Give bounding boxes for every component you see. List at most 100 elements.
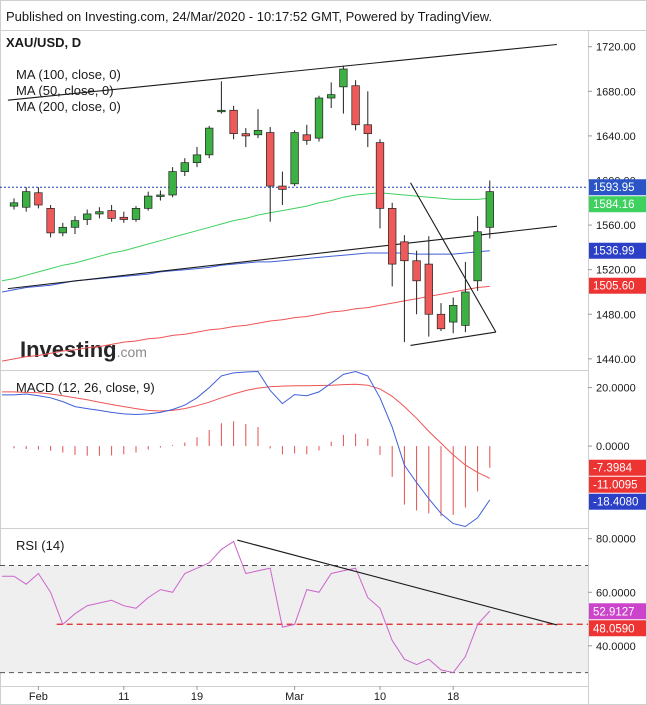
candle-body — [180, 162, 189, 172]
price-value-label: 1536.99 — [593, 246, 635, 258]
candle — [107, 205, 116, 222]
price-tick-label: 1720.00 — [596, 42, 636, 54]
macd-tick-label: 0.0000 — [596, 441, 630, 453]
macd-line — [2, 370, 491, 528]
candle-body — [83, 213, 92, 220]
candle-body — [217, 109, 226, 113]
rsi-value-label-bg — [589, 620, 646, 637]
candle-body — [46, 208, 55, 234]
candle-body — [351, 85, 360, 126]
time-tick-label: 19 — [191, 691, 203, 703]
candle-body — [278, 185, 287, 190]
candle-body — [156, 194, 165, 197]
candle — [461, 261, 470, 333]
rsi-tick-label: 80.0000 — [596, 534, 636, 546]
candle-body — [449, 304, 458, 323]
rsi-trendline — [237, 539, 558, 626]
macd-value-label: -18.4080 — [593, 497, 638, 509]
price-value-label-bg — [589, 196, 646, 213]
candle-body — [58, 226, 67, 234]
macd-value-label-bg — [589, 493, 646, 510]
candle — [388, 202, 397, 287]
candle-body — [205, 127, 214, 156]
candle — [119, 211, 128, 223]
candle-body — [9, 202, 19, 207]
candle — [302, 124, 311, 145]
candle — [314, 95, 324, 142]
ma-legend-item: MA (100, close, 0) — [16, 67, 121, 82]
candle — [363, 91, 372, 148]
candle-body — [229, 109, 238, 135]
macd-title: MACD (12, 26, close, 9) — [16, 380, 155, 395]
candle — [156, 190, 165, 201]
rsi-tick-label: 60.0000 — [596, 587, 636, 599]
macd-value-label-bg — [589, 476, 646, 493]
price-value-label-bg — [589, 179, 646, 196]
candle-body — [253, 129, 263, 136]
watermark-brand: Investing — [20, 337, 117, 362]
time-tick-label: Mar — [285, 691, 304, 703]
candle-body — [436, 313, 446, 330]
rsi-band-fill — [0, 565, 588, 673]
candle-body — [388, 208, 397, 265]
candle-body — [241, 133, 250, 137]
rsi-value-label-bg — [589, 603, 646, 620]
candle-body — [95, 211, 104, 215]
macd-value-label: -7.3984 — [593, 463, 633, 475]
candle — [485, 180, 494, 239]
candle — [70, 216, 80, 234]
header-text: Published on Investing.com, 24/Mar/2020 … — [6, 9, 493, 24]
candle-body — [168, 171, 177, 196]
candle — [34, 187, 43, 209]
candle — [217, 81, 226, 114]
candle — [9, 198, 19, 210]
candle-body — [290, 132, 299, 185]
ma-line — [1, 285, 490, 362]
price-value-label: 1584.16 — [593, 199, 635, 211]
candle — [22, 187, 31, 212]
candle — [205, 125, 214, 159]
candle-body — [327, 94, 336, 99]
candle-body — [131, 208, 141, 220]
candle — [412, 250, 421, 315]
candle — [290, 130, 299, 187]
macd-tick-label: 20.0000 — [596, 383, 636, 395]
candle — [400, 235, 409, 343]
rsi-line — [2, 540, 491, 674]
price-panel-title: XAU/USD, D — [6, 35, 81, 50]
price-tick-label: 1680.00 — [596, 86, 636, 98]
price-tick-label: 1560.00 — [596, 220, 636, 232]
candle-body — [473, 231, 482, 282]
rsi-tick-label: 40.0000 — [596, 641, 636, 653]
price-value-label-bg — [589, 277, 646, 294]
candle — [241, 128, 250, 148]
candle-body — [22, 191, 31, 208]
rsi-value-label: 52.9127 — [593, 606, 635, 618]
price-trendline — [410, 331, 496, 347]
price-tick-label: 1480.00 — [596, 309, 636, 321]
candle — [449, 297, 458, 334]
rsi-value-label: 48.0590 — [593, 623, 635, 635]
rsi-title: RSI (14) — [16, 538, 64, 553]
macd-value-label-bg — [589, 459, 646, 476]
candle-body — [266, 132, 275, 187]
candle-body — [485, 191, 494, 228]
candle — [83, 209, 92, 226]
candle-body — [412, 260, 421, 282]
candle — [266, 126, 275, 222]
candle — [180, 158, 189, 177]
time-tick-label: 11 — [118, 691, 129, 703]
time-tick-label: Feb — [29, 691, 48, 703]
candle-body — [461, 291, 470, 326]
ma-legend-item: MA (50, close, 0) — [16, 83, 114, 98]
ma-line — [1, 192, 490, 282]
candle — [192, 147, 202, 168]
candle-body — [400, 241, 409, 262]
candle-body — [144, 195, 153, 209]
candle-body — [339, 68, 348, 88]
candle — [424, 236, 433, 337]
candle-body — [70, 220, 80, 228]
candle-body — [119, 216, 128, 220]
